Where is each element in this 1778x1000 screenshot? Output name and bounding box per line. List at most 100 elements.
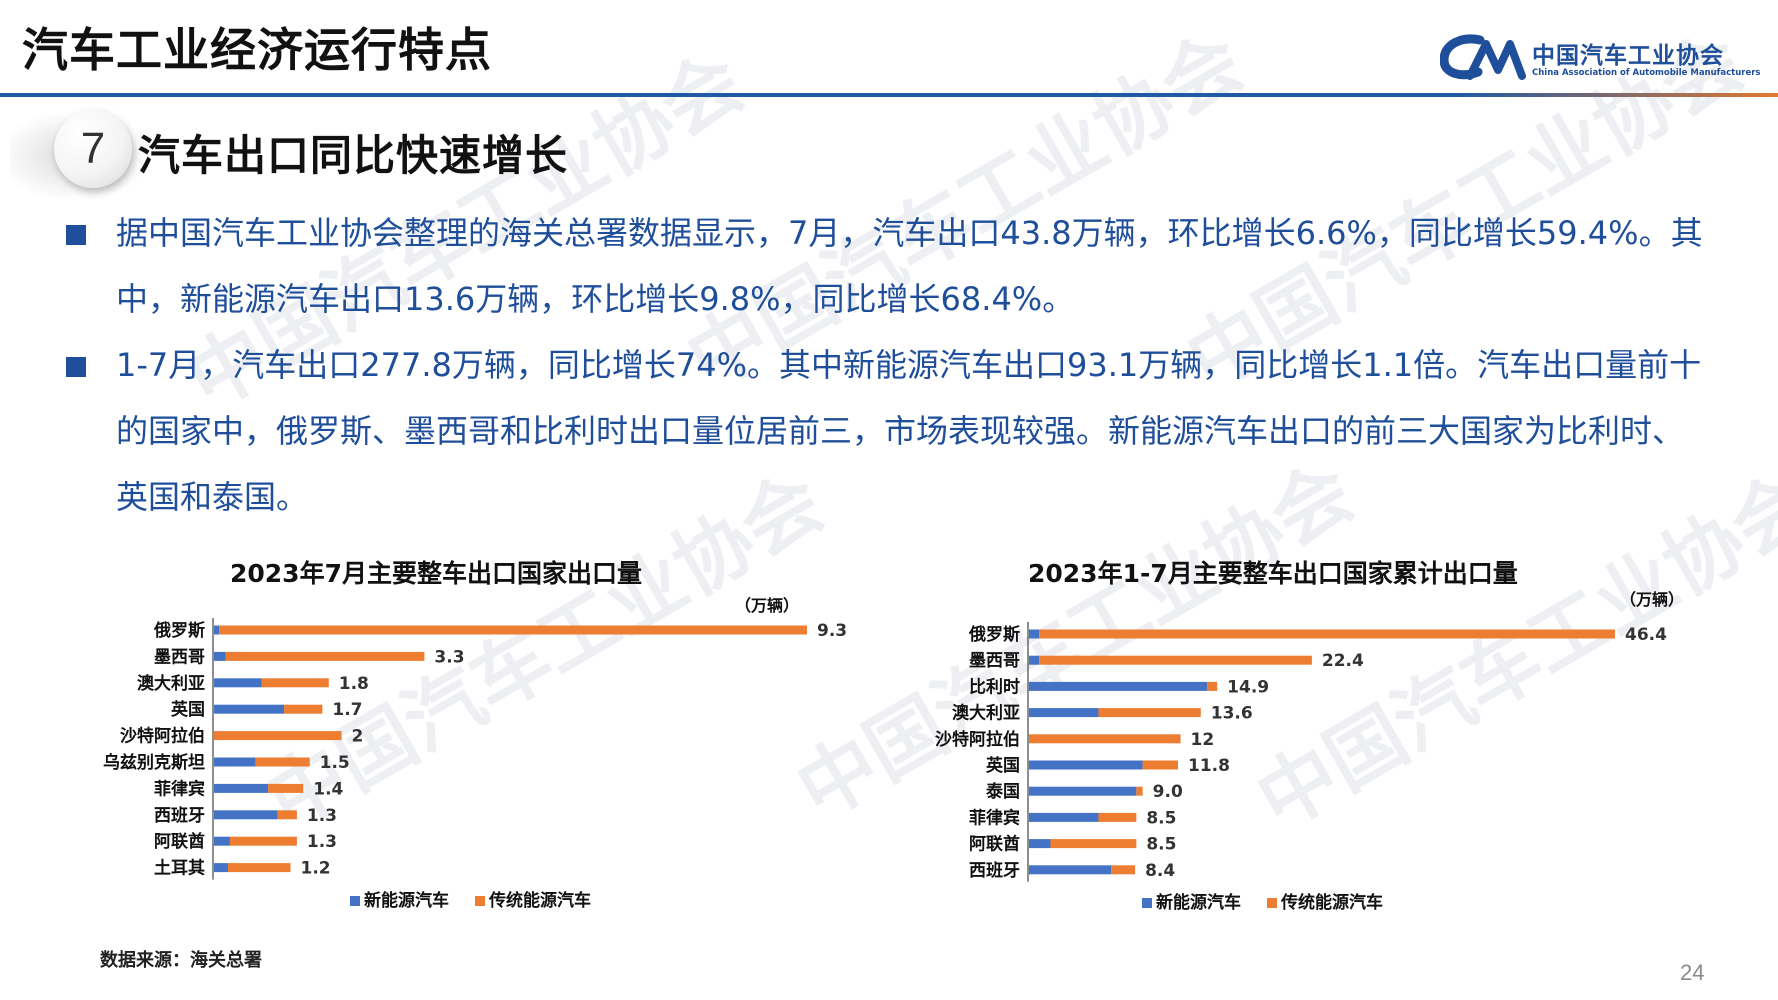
category-label: 墨西哥 [969,651,1020,671]
traditional-bar [284,704,323,714]
traditional-bar [1098,708,1201,718]
traditional-bar [1207,681,1218,691]
traditional-bar [1039,655,1312,665]
nev-bar [1029,655,1040,665]
traditional-bar [229,836,297,846]
data-label: 1.3 [307,832,337,852]
nev-bar [214,783,269,793]
nev-bar [1029,681,1208,691]
nev-bar [1029,812,1099,822]
data-source-note: 数据来源：海关总署 [100,950,262,971]
traditional-bar [225,651,425,661]
header-divider [0,93,1778,97]
chart-title: 2023年7月主要整车出口国家出口量 [230,559,642,588]
category-label: 西班牙 [154,806,205,826]
category-label: 西班牙 [969,861,1020,881]
chart-jan-jul-exports: 2023年1-7月主要整车出口国家累计出口量 （万辆） 俄罗斯 46.4 墨西哥 22… [880,550,1760,920]
data-label: 8.5 [1146,808,1176,828]
category-label: 墨西哥 [154,647,205,667]
data-label: 1.2 [301,859,331,879]
bullet-list: 据中国汽车工业协会整理的海关总署数据显示，7月，汽车出口43.8万辆，环比增长6… [66,200,1706,530]
nev-bar [1029,760,1143,770]
legend-swatch-nev [350,896,360,906]
brand-name: 中国汽车工业协会 [1532,43,1724,69]
bullet-text: 据中国汽车工业协会整理的海关总署数据显示，7月，汽车出口43.8万辆，环比增长6… [116,214,1703,318]
traditional-bar [228,863,291,873]
brand-logo: 中国汽车工业协会 China Association of Automobile… [1440,30,1770,86]
traditional-bar [1098,812,1137,822]
traditional-bar [268,783,304,793]
category-label: 沙特阿拉伯 [935,729,1020,750]
caam-logo-icon [1440,34,1526,80]
bullet-item: 1-7月，汽车出口277.8万辆，同比增长74%。其中新能源汽车出口93.1万辆… [66,332,1706,530]
traditional-bar [1039,629,1615,639]
data-label: 9.0 [1153,782,1183,802]
square-bullet-icon [66,225,86,245]
nev-bar [214,836,230,846]
category-label: 比利时 [969,676,1020,697]
page-header: 汽车工业经济运行特点 中国汽车工业协会 China Association of… [0,0,1778,98]
traditional-bar [1050,839,1137,849]
traditional-bar [1111,865,1136,875]
legend-label-nev: 新能源汽车 [364,890,449,911]
nev-bar [1029,629,1040,639]
bar-chart: 俄罗斯 9.3 墨西哥 3.3 澳大利亚 1.8 英国 1.7 沙特阿拉伯 2 乌兹别克斯坦 1.5 菲… [103,618,847,911]
data-label: 8.4 [1145,861,1175,881]
data-label: 1.7 [332,700,362,720]
section-number-badge: 7 [54,110,132,188]
chart-title: 2023年1-7月主要整车出口国家累计出口量 [1028,559,1518,588]
nev-bar [1029,708,1099,718]
traditional-bar [255,757,310,767]
nev-bar [214,651,226,661]
data-label: 1.5 [320,753,350,773]
nev-bar [1029,839,1051,849]
bullet-text: 1-7月，汽车出口277.8万辆，同比增长74%。其中新能源汽车出口93.1万辆… [116,346,1702,516]
bullet-item: 据中国汽车工业协会整理的海关总署数据显示，7月，汽车出口43.8万辆，环比增长6… [66,200,1706,332]
data-label: 1.8 [339,674,369,694]
legend-label-traditional: 传统能源汽车 [1280,892,1383,913]
legend-swatch-traditional [475,896,485,906]
legend-label-nev: 新能源汽车 [1156,892,1241,913]
data-label: 22.4 [1322,651,1364,671]
nev-bar [214,757,256,767]
bar-chart: 俄罗斯 46.4 墨西哥 22.4 比利时 14.9 澳大利亚 13.6 沙特阿拉伯 12 英国 11… [935,622,1667,913]
category-label: 乌兹别克斯坦 [103,752,205,773]
category-label: 阿联酋 [154,831,205,852]
traditional-bar [261,678,329,688]
nev-bar [1029,786,1137,796]
data-label: 46.4 [1625,625,1667,645]
traditional-bar [1029,734,1181,744]
category-label: 沙特阿拉伯 [120,726,205,747]
chart-unit: （万辆） [735,596,800,615]
square-bullet-icon [66,357,86,377]
traditional-bar [214,731,342,741]
section-heading: 7 汽车出口同比快速增长 [10,104,710,202]
data-label: 14.9 [1227,677,1269,697]
category-label: 英国 [171,699,205,720]
nev-bar [1029,865,1112,875]
nev-bar [214,704,285,714]
data-label: 11.8 [1188,756,1230,776]
category-label: 菲律宾 [154,778,205,799]
traditional-bar [1142,760,1179,770]
page-title: 汽车工业经济运行特点 [22,23,492,77]
data-label: 9.3 [817,621,847,641]
data-label: 3.3 [434,647,464,667]
page-number: 24 [1680,960,1705,985]
legend-swatch-traditional [1267,898,1277,908]
category-label: 菲律宾 [969,807,1020,828]
traditional-bar [219,625,807,635]
data-label: 8.5 [1146,835,1176,855]
data-label: 1.3 [307,806,337,826]
legend-label-traditional: 传统能源汽车 [488,890,591,911]
category-label: 俄罗斯 [153,620,205,641]
nev-bar [214,625,220,635]
traditional-bar [277,810,297,820]
category-label: 泰国 [986,781,1020,802]
data-label: 13.6 [1211,704,1253,724]
data-label: 12 [1191,730,1215,750]
category-label: 澳大利亚 [952,703,1020,724]
data-label: 1.4 [313,779,343,799]
nev-bar [214,810,278,820]
chart-july-exports: 2023年7月主要整车出口国家出口量 （万辆） 俄罗斯 9.3 墨西哥 3.3 澳大利亚… [60,550,860,920]
